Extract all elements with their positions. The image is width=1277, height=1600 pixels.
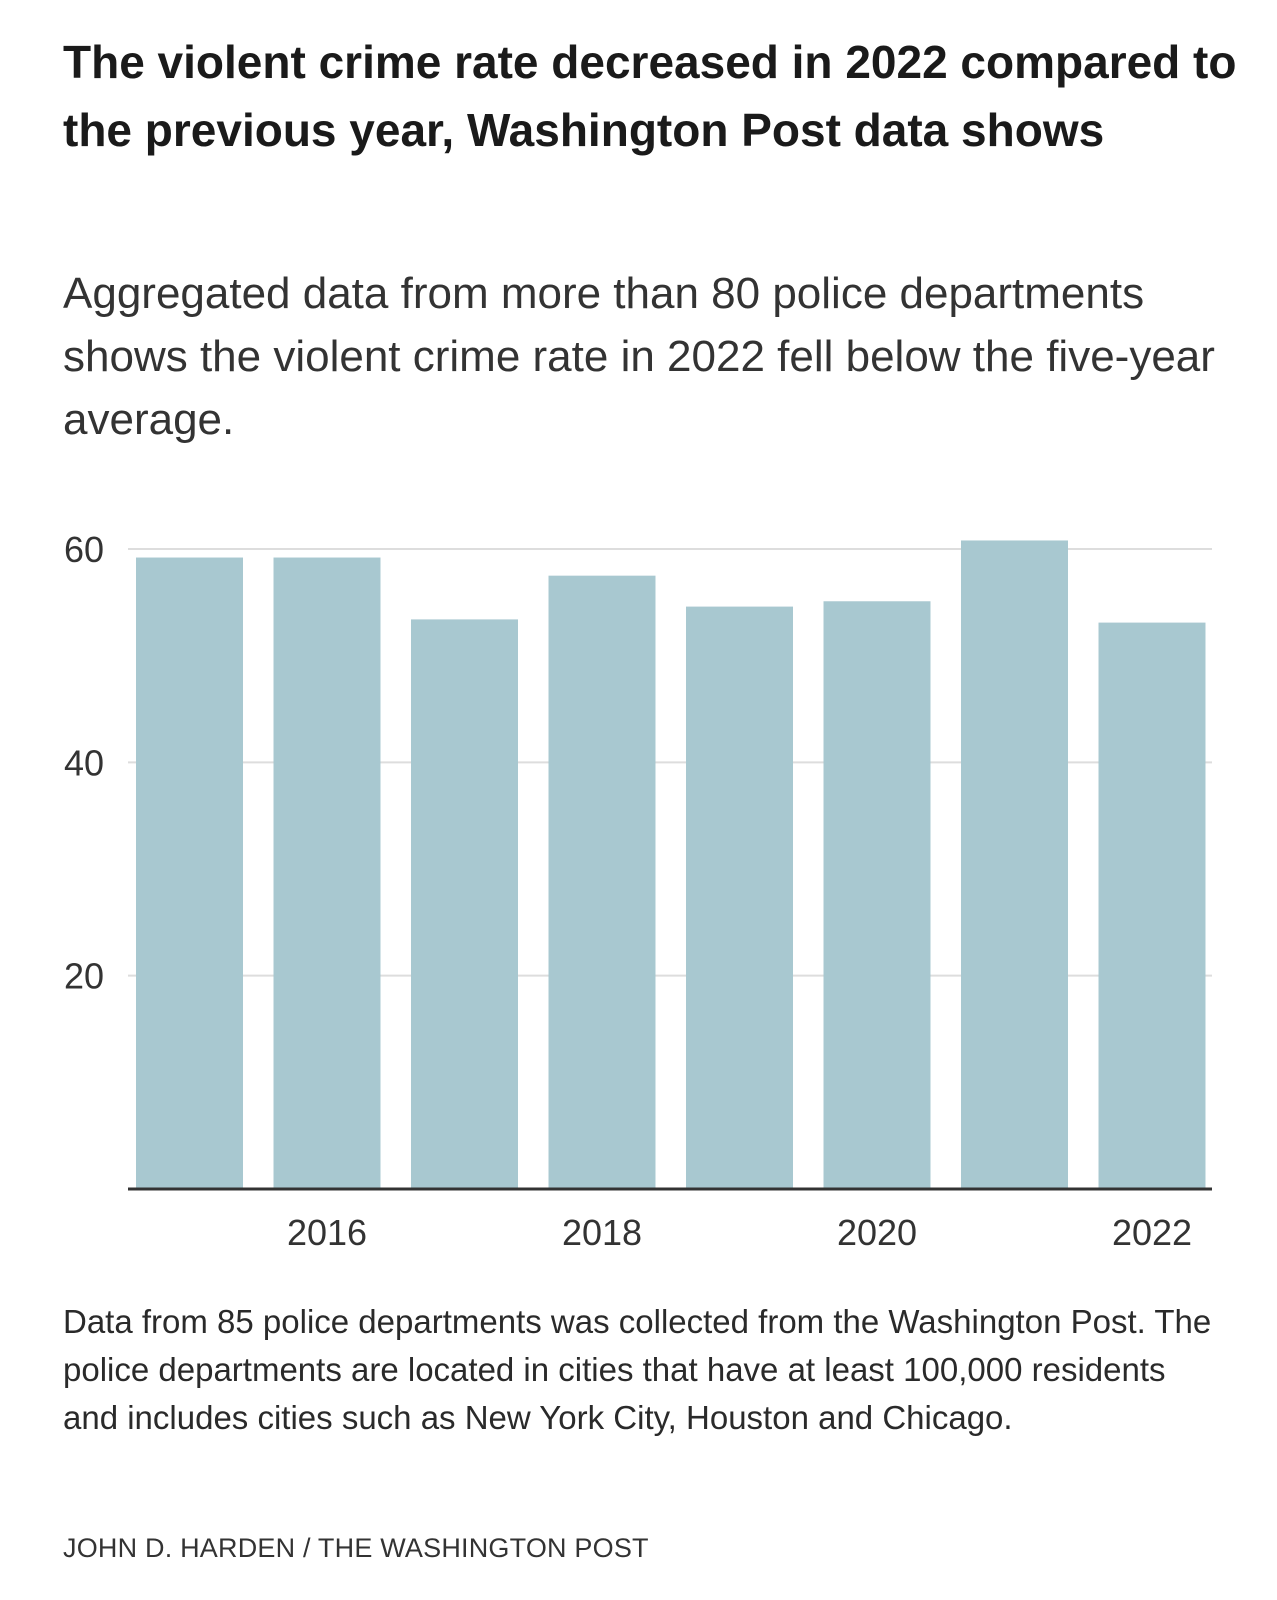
bar-2015 — [136, 557, 243, 1189]
bar-2019 — [686, 606, 793, 1189]
x-tick-label: 2022 — [1112, 1212, 1192, 1253]
bar-chart: 20 40 60 2016 2018 2020 2022 — [64, 529, 1212, 1253]
bars — [136, 540, 1206, 1189]
chart-subtitle: Aggregated data from more than 80 police… — [63, 269, 1215, 444]
bar-2016 — [273, 557, 381, 1189]
x-tick-label: 2020 — [837, 1212, 917, 1253]
bar-2017 — [411, 619, 518, 1189]
y-tick-label: 20 — [64, 956, 104, 997]
footnote: Data from 85 police departments was coll… — [63, 1303, 1212, 1436]
y-tick-label: 60 — [64, 529, 104, 570]
credit-line: JOHN D. HARDEN / THE WASHINGTON POST — [63, 1533, 649, 1563]
chart-title: The violent crime rate decreased in 2022… — [63, 36, 1237, 156]
y-axis-ticks: 20 40 60 — [64, 529, 104, 997]
bar-2022 — [1098, 622, 1206, 1189]
x-tick-label: 2018 — [562, 1212, 642, 1253]
bar-2020 — [823, 601, 931, 1189]
x-axis-ticks: 2016 2018 2020 2022 — [287, 1212, 1192, 1253]
bar-2018 — [548, 575, 656, 1189]
bar-2021 — [961, 540, 1068, 1189]
y-tick-label: 40 — [64, 742, 104, 783]
x-tick-label: 2016 — [287, 1212, 367, 1253]
